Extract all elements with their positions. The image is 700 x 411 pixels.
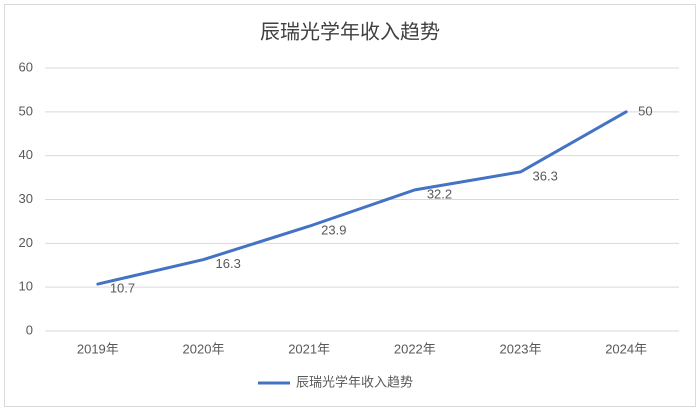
y-tick-label: 20 <box>19 235 33 250</box>
data-label: 10.7 <box>110 281 135 296</box>
legend-label: 辰瑞光学年收入趋势 <box>296 374 413 389</box>
data-label: 50 <box>638 103 652 118</box>
y-tick-label: 40 <box>19 147 33 162</box>
y-tick-label: 0 <box>26 322 33 337</box>
data-label: 16.3 <box>216 256 241 271</box>
x-tick-label: 2021年 <box>288 341 330 356</box>
y-tick-label: 30 <box>19 191 33 206</box>
x-tick-label: 2023年 <box>500 341 542 356</box>
y-tick-label: 10 <box>19 279 33 294</box>
x-tick-label: 2024年 <box>605 341 647 356</box>
chart-title: 辰瑞光学年收入趋势 <box>260 20 440 43</box>
chart-border <box>4 4 696 407</box>
data-label: 32.2 <box>427 186 452 201</box>
x-tick-label: 2022年 <box>394 341 436 356</box>
x-tick-label: 2019年 <box>77 341 119 356</box>
data-label: 36.3 <box>533 168 558 183</box>
line <box>96 110 628 286</box>
y-tick-label: 50 <box>19 103 33 118</box>
data-label: 23.9 <box>321 223 346 238</box>
y-tick-label: 60 <box>19 59 33 74</box>
x-tick-label: 2020年 <box>183 341 225 356</box>
